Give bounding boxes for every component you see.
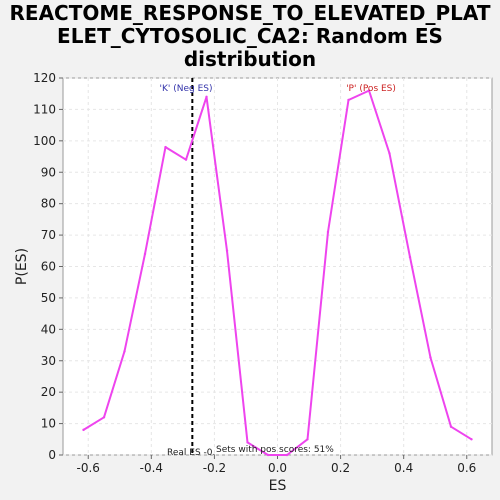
chart-title-line: distribution	[183, 47, 317, 71]
data-point	[285, 453, 289, 457]
x-tick-label: -0.2	[203, 461, 226, 475]
data-point	[306, 438, 309, 441]
x-tick-label: 0.4	[394, 461, 413, 475]
data-point	[246, 441, 249, 444]
data-point	[326, 230, 330, 234]
data-point	[367, 89, 371, 92]
data-point	[102, 416, 106, 419]
y-tick-label: 60	[41, 260, 56, 274]
data-point	[143, 252, 147, 256]
pos-es-annotation: 'P' (Pos ES)	[346, 84, 396, 94]
data-point	[205, 95, 208, 99]
data-point	[470, 438, 473, 441]
x-tick-label: -0.6	[77, 461, 100, 475]
data-point	[347, 98, 350, 102]
y-tick-label: 120	[33, 71, 56, 85]
chart-title-line: REACTOME_RESPONSE_TO_ELEVATED_PLAT	[9, 1, 491, 25]
x-tick-label: 0.6	[457, 461, 476, 475]
y-tick-label: 40	[41, 322, 56, 336]
data-point	[429, 356, 432, 359]
y-tick-label: 10	[41, 417, 56, 431]
data-point	[388, 152, 391, 155]
data-point	[164, 145, 167, 149]
y-tick-label: 50	[41, 291, 56, 305]
data-point	[184, 158, 188, 161]
sets-pos-annotation: Sets with pos scores: 51%	[216, 445, 334, 455]
data-point	[266, 453, 270, 457]
y-tick-label: 20	[41, 385, 56, 399]
data-point	[225, 249, 229, 252]
y-tick-label: 90	[41, 165, 56, 179]
y-tick-label: 70	[41, 228, 56, 242]
y-tick-label: 110	[33, 102, 56, 116]
data-point	[408, 255, 412, 259]
data-point	[449, 425, 453, 428]
series-line-group	[82, 78, 473, 457]
real-es-annotation: Real ES -0.	[167, 448, 215, 458]
chart-title-line: ELET_CYTOSOLIC_CA2: Random ES	[57, 24, 443, 48]
grid-lines	[63, 77, 492, 456]
x-tick-label: 0.0	[268, 461, 287, 475]
y-tick-label: 80	[41, 197, 56, 211]
y-tick-label: 100	[33, 134, 56, 148]
axes: 0 10 20 30 40 50 60 70 80 90 100 110 120 -0.6 -0.4 -0.2…	[33, 71, 476, 475]
x-tick-label: 0.2	[331, 461, 350, 475]
data-point	[123, 350, 126, 353]
y-axis-label: P(ES)	[14, 248, 30, 285]
x-tick-label: -0.4	[140, 461, 163, 475]
y-tick-label: 0	[48, 448, 56, 462]
y-tick-label: 30	[41, 354, 56, 368]
x-axis-label: ES	[269, 478, 287, 494]
chart-title: REACTOME_RESPONSE_TO_ELEVATED_PLAT ELET_…	[0, 2, 500, 71]
data-point	[82, 428, 85, 432]
distribution-line	[82, 89, 473, 456]
neg-es-annotation: 'K' (Neg ES)	[160, 84, 213, 94]
